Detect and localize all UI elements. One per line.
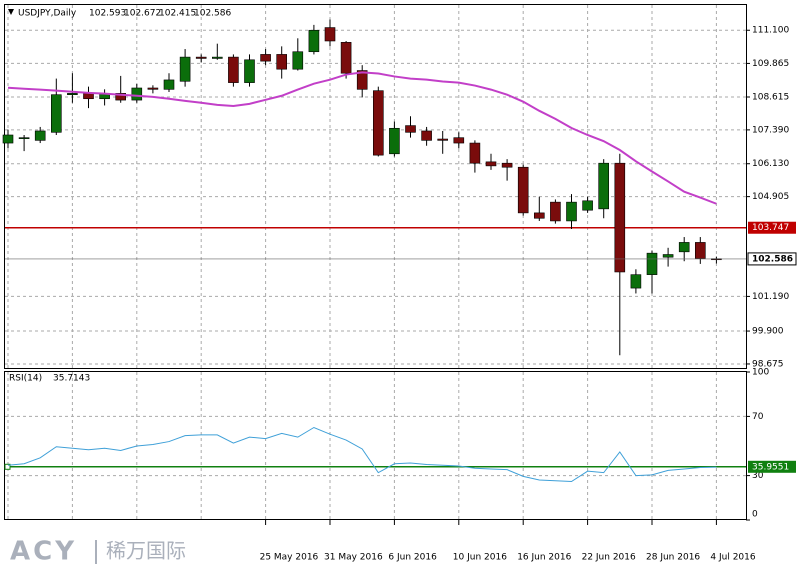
header-close: 102.586	[194, 9, 231, 19]
x-tick-label: 16 Jun 2016	[517, 553, 571, 563]
candle-body	[131, 87, 143, 101]
candle-body	[195, 56, 207, 59]
y-tick-label: 108.615	[752, 92, 789, 102]
candle-body	[614, 162, 626, 273]
candle-body	[83, 93, 94, 100]
candle-body	[308, 29, 320, 53]
candle-body	[372, 90, 384, 156]
candle-body	[598, 162, 610, 210]
header: USDJPY,Daily 102.593 102.672 102.415 102…	[8, 9, 231, 384]
y-tick-label: 107.390	[752, 125, 789, 135]
header-icon	[8, 9, 14, 15]
y-tick-label: 109.865	[752, 59, 789, 69]
candle-body	[50, 94, 62, 133]
header-high: 102.672	[124, 9, 161, 19]
watermark-name: 稀万国际	[106, 539, 186, 563]
candle-body	[292, 51, 304, 70]
candle-body	[469, 142, 481, 164]
candle-body	[566, 201, 577, 222]
candle-body	[453, 137, 465, 144]
candle-body	[34, 130, 46, 141]
y-tick-label: 98.675	[752, 359, 784, 369]
candle-body	[517, 166, 529, 214]
level-label: 103.747	[752, 223, 789, 233]
candle-body	[630, 274, 642, 289]
candle-body	[18, 137, 30, 139]
y-tick-label: 0	[752, 510, 758, 520]
price-panel: 111.100 109.865 108.615 107.390 106.130 104.9…	[2, 5, 797, 370]
x-tick-label: 22 Jun 2016	[582, 553, 636, 563]
candle-body	[115, 93, 126, 101]
candle-body	[662, 254, 674, 258]
candle-body	[678, 242, 690, 253]
candle-body	[163, 79, 175, 90]
y-tick-label: 100	[752, 368, 769, 378]
rsi-last: 35.7143	[53, 374, 90, 384]
candle-body	[147, 87, 159, 90]
candle-body	[260, 54, 271, 62]
candle-body	[179, 56, 191, 82]
rsi-panel: 100 70 30 0 35.9551	[4, 368, 796, 521]
candle-body	[212, 56, 223, 59]
y-tick-label: 99.900	[752, 327, 784, 337]
watermark-brand: ACY	[10, 537, 77, 567]
candle-body	[389, 127, 400, 155]
watermark-bg	[0, 530, 226, 575]
candle-body	[356, 70, 368, 90]
y-tick-label: 104.905	[752, 192, 789, 202]
x-tick-label: 4 Jul 2016	[710, 553, 755, 563]
x-tick-label: 10 Jun 2016	[453, 553, 507, 563]
price-panel-frame	[4, 4, 747, 369]
x-tick-label: 6 Jun 2016	[388, 553, 437, 563]
candle-body	[405, 125, 416, 133]
rsi-panel-frame	[4, 371, 747, 520]
candle-body	[276, 54, 288, 70]
rsi-title: RSI(14)	[9, 374, 42, 384]
x-tick-label: 25 May 2016	[260, 553, 319, 563]
level-label-box	[748, 221, 796, 234]
rsi-line	[7, 426, 717, 483]
x-tick-label: 31 May 2016	[324, 553, 383, 563]
watermark: ACY 稀万国际	[0, 530, 226, 575]
candle-body	[244, 59, 255, 83]
y-tick-label: 101.190	[752, 292, 789, 302]
y-tick-label: 70	[752, 412, 764, 422]
level-marker	[4, 463, 11, 470]
last-price-label: 102.586	[752, 254, 793, 264]
x-tick-label: 28 Jun 2016	[646, 553, 700, 563]
header-open: 102.593	[89, 9, 126, 19]
y-tick-label: 30	[752, 471, 764, 481]
last-price-box	[747, 252, 797, 266]
candle-body	[582, 200, 593, 211]
candle-body	[421, 130, 432, 141]
y-tick-label: 106.130	[752, 159, 789, 169]
candle-body	[437, 138, 449, 141]
candle-body	[228, 56, 239, 83]
candle-body	[533, 212, 545, 219]
candle-body	[67, 93, 78, 96]
y-tick-label: 111.100	[752, 26, 789, 36]
candle-body	[2, 134, 14, 144]
chart-title: USDJPY,Daily	[18, 9, 77, 19]
candle-body	[324, 27, 336, 42]
candle-body	[646, 252, 658, 275]
moving-average	[7, 71, 717, 205]
candle-body	[694, 242, 706, 259]
candle-body	[501, 162, 513, 168]
level-label: 35.9551	[752, 462, 789, 472]
header-low: 102.415	[159, 9, 196, 19]
candle-body	[550, 201, 561, 222]
candle-body	[485, 161, 497, 167]
level-label-box	[748, 460, 796, 473]
candle-body	[340, 42, 352, 74]
